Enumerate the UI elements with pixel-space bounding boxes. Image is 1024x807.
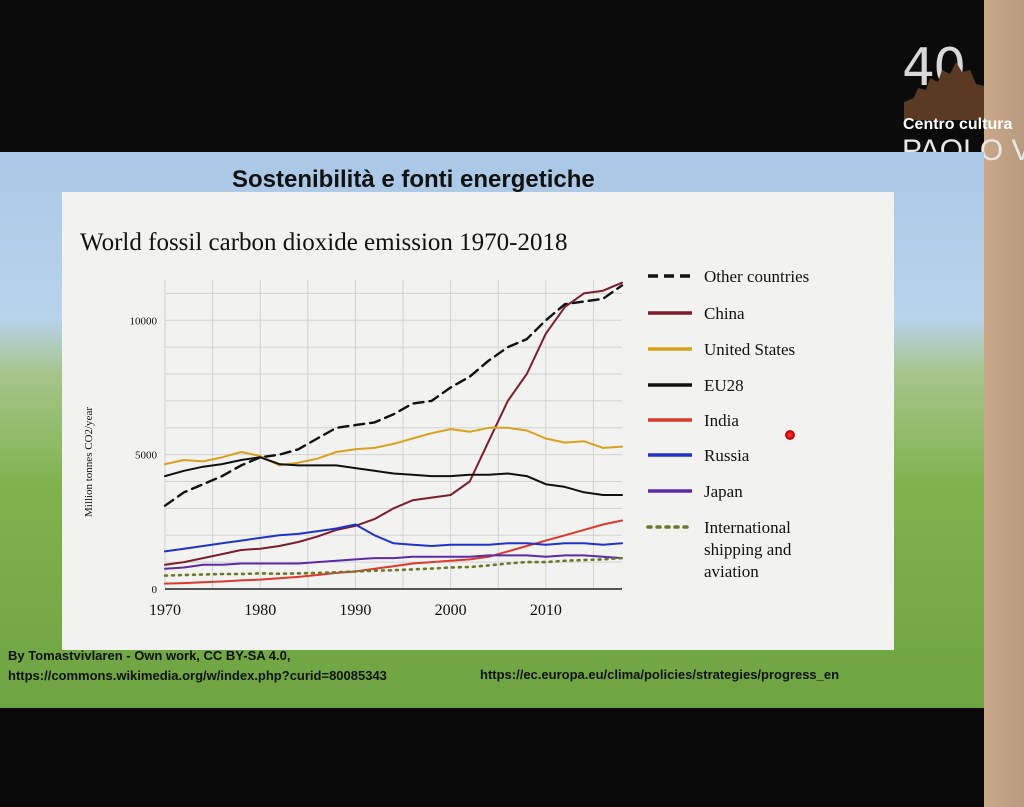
screen-bottom-border xyxy=(0,708,984,807)
legend-label-6: Japan xyxy=(704,482,743,501)
emissions-chart: 1970 1980 1990 2000 2010 0 5000 10000 Other cou… xyxy=(80,229,809,619)
legend-label-5: Russia xyxy=(704,446,750,465)
x-tick-label: 1980 xyxy=(244,602,276,619)
legend-label-2: United States xyxy=(704,340,795,359)
chart-title: World fossil carbon dioxide emission 197… xyxy=(80,229,568,256)
x-tick-label: 2000 xyxy=(435,602,467,619)
x-tick-label: 1970 xyxy=(149,602,181,619)
x-tick-label: 1990 xyxy=(339,602,371,619)
series-line-2 xyxy=(164,426,623,467)
credit-policy-link[interactable]: https://ec.europa.eu/clima/policies/stra… xyxy=(480,667,840,682)
slide-title: Sostenibilità e fonti energetiche xyxy=(232,166,595,193)
x-tick-label: 2010 xyxy=(530,602,562,619)
series-line-6 xyxy=(164,554,623,570)
legend-label-4: India xyxy=(704,411,739,430)
right-wall-strip xyxy=(984,0,1024,807)
legend-label-3: EU28 xyxy=(704,376,744,395)
laser-pointer-dot xyxy=(785,430,795,440)
y-tick-label: 0 xyxy=(152,584,158,596)
series-line-5 xyxy=(164,523,623,553)
series-line-1 xyxy=(164,281,623,566)
logo-subtitle: Centro cultura xyxy=(903,116,1013,133)
series-line-7 xyxy=(163,556,624,577)
chart-panel: 1970 1980 1990 2000 2010 0 5000 10000 Other cou… xyxy=(62,192,894,650)
y-tick-label: 5000 xyxy=(135,450,158,462)
y-tick-label: 10000 xyxy=(130,315,158,327)
series-line-4 xyxy=(164,519,623,585)
y-axis-label: Million tonnes CO2/year xyxy=(83,407,95,517)
series-line-3 xyxy=(164,456,623,496)
legend-label-0: Other countries xyxy=(704,267,809,286)
credit-author: By Tomastvivlaren - Own work, CC BY-SA 4… xyxy=(8,648,291,663)
legend-label-7: International shipping and aviation xyxy=(704,518,792,581)
series-line-0 xyxy=(163,284,624,507)
legend-label-1: China xyxy=(704,304,745,323)
credit-source-link[interactable]: https://commons.wikimedia.org/w/index.ph… xyxy=(8,668,387,683)
logo-silhouette-icon xyxy=(904,62,984,120)
